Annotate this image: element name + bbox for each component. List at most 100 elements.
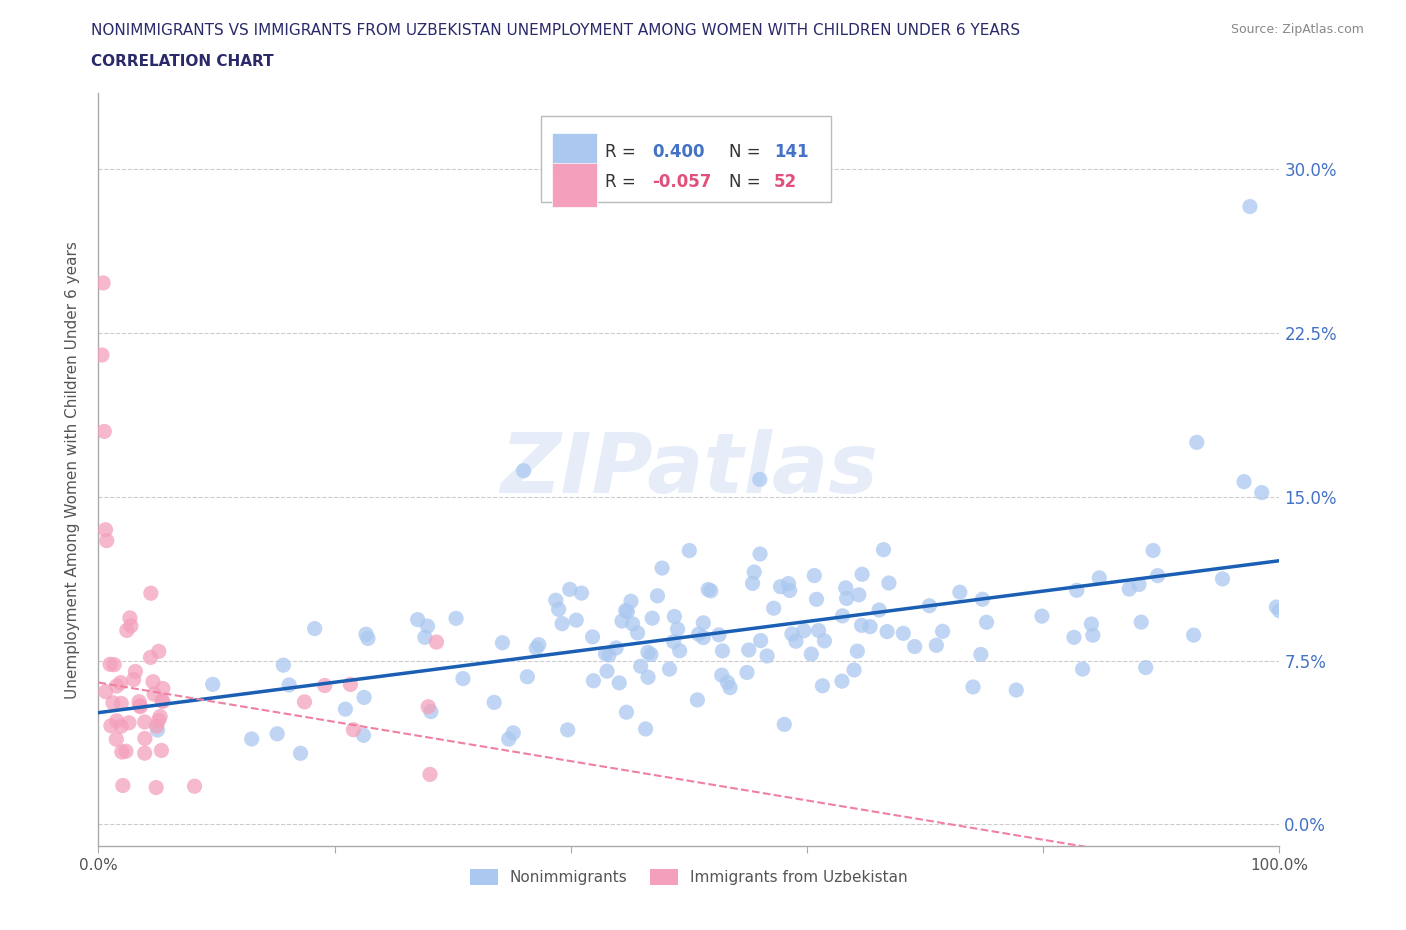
Point bbox=[1130, 615, 1153, 630]
Point bbox=[110, 675, 132, 690]
Point bbox=[93, 424, 115, 439]
Point bbox=[134, 714, 156, 729]
Point bbox=[150, 694, 173, 709]
Point bbox=[718, 680, 741, 695]
Point bbox=[831, 608, 853, 623]
Point bbox=[835, 591, 858, 606]
Point bbox=[96, 533, 118, 548]
Point bbox=[630, 658, 652, 673]
Point bbox=[807, 623, 830, 638]
Point bbox=[664, 609, 686, 624]
Point bbox=[976, 615, 998, 630]
Point bbox=[419, 767, 441, 782]
Point bbox=[94, 523, 117, 538]
Point bbox=[139, 650, 162, 665]
Point bbox=[811, 678, 834, 693]
Point bbox=[1182, 628, 1205, 643]
Point bbox=[925, 638, 948, 653]
Point bbox=[700, 583, 723, 598]
Point bbox=[498, 732, 520, 747]
Point bbox=[581, 630, 603, 644]
Point bbox=[342, 723, 364, 737]
Point bbox=[134, 731, 156, 746]
Point bbox=[877, 576, 900, 591]
Point bbox=[565, 613, 588, 628]
Point bbox=[98, 657, 121, 671]
Point bbox=[688, 627, 710, 642]
Point bbox=[105, 679, 128, 694]
Point bbox=[103, 658, 125, 672]
Point bbox=[803, 568, 825, 583]
Point bbox=[831, 673, 853, 688]
Point bbox=[876, 624, 898, 639]
Point bbox=[1265, 600, 1288, 615]
Text: 141: 141 bbox=[773, 143, 808, 161]
Point bbox=[904, 639, 927, 654]
Point bbox=[557, 723, 579, 737]
Point bbox=[110, 696, 132, 711]
FancyBboxPatch shape bbox=[541, 115, 831, 202]
Point bbox=[451, 671, 474, 686]
Point bbox=[335, 701, 357, 716]
Point bbox=[122, 672, 145, 687]
Point bbox=[419, 704, 441, 719]
Point bbox=[610, 614, 633, 629]
Point bbox=[785, 634, 807, 649]
Point bbox=[1211, 571, 1233, 586]
Point bbox=[101, 696, 124, 711]
Point bbox=[547, 602, 569, 617]
Point bbox=[678, 543, 700, 558]
Point bbox=[1233, 474, 1256, 489]
Point bbox=[637, 670, 659, 684]
Point bbox=[105, 732, 128, 747]
Point bbox=[662, 634, 685, 649]
Point bbox=[620, 594, 643, 609]
Text: R =: R = bbox=[605, 143, 636, 161]
Point bbox=[598, 647, 620, 662]
Point bbox=[139, 586, 162, 601]
Point bbox=[626, 626, 648, 641]
Point bbox=[118, 610, 141, 625]
Point bbox=[128, 694, 150, 709]
Point bbox=[304, 621, 326, 636]
Point bbox=[444, 611, 467, 626]
Point bbox=[707, 628, 730, 643]
Point bbox=[813, 633, 835, 648]
Point bbox=[647, 589, 669, 604]
Point bbox=[551, 617, 574, 631]
Point bbox=[150, 743, 173, 758]
Point bbox=[779, 583, 801, 598]
Point bbox=[152, 681, 174, 696]
Point bbox=[294, 695, 316, 710]
Point bbox=[634, 722, 657, 737]
Point bbox=[183, 778, 205, 793]
Point bbox=[482, 695, 505, 710]
Point bbox=[148, 644, 170, 658]
Point bbox=[607, 675, 630, 690]
Text: N =: N = bbox=[730, 143, 761, 161]
Point bbox=[616, 604, 638, 619]
Point bbox=[637, 644, 659, 659]
Point bbox=[111, 745, 134, 760]
Point bbox=[962, 680, 984, 695]
Point bbox=[1250, 485, 1272, 500]
Point bbox=[735, 665, 758, 680]
Point bbox=[152, 694, 174, 709]
Point bbox=[859, 619, 882, 634]
Legend: Nonimmigrants, Immigrants from Uzbekistan: Nonimmigrants, Immigrants from Uzbekista… bbox=[464, 863, 914, 891]
Point bbox=[716, 675, 738, 690]
Point bbox=[544, 592, 567, 607]
Point bbox=[846, 644, 869, 658]
Point bbox=[595, 646, 617, 661]
Point bbox=[1066, 583, 1088, 598]
Point bbox=[872, 542, 894, 557]
Point bbox=[616, 705, 638, 720]
Point bbox=[800, 646, 823, 661]
Point bbox=[748, 472, 770, 487]
Point bbox=[142, 674, 165, 689]
Point bbox=[1080, 617, 1102, 631]
Point bbox=[129, 699, 152, 714]
Point bbox=[118, 715, 141, 730]
Text: ZIPatlas: ZIPatlas bbox=[501, 429, 877, 511]
Point bbox=[145, 719, 167, 734]
